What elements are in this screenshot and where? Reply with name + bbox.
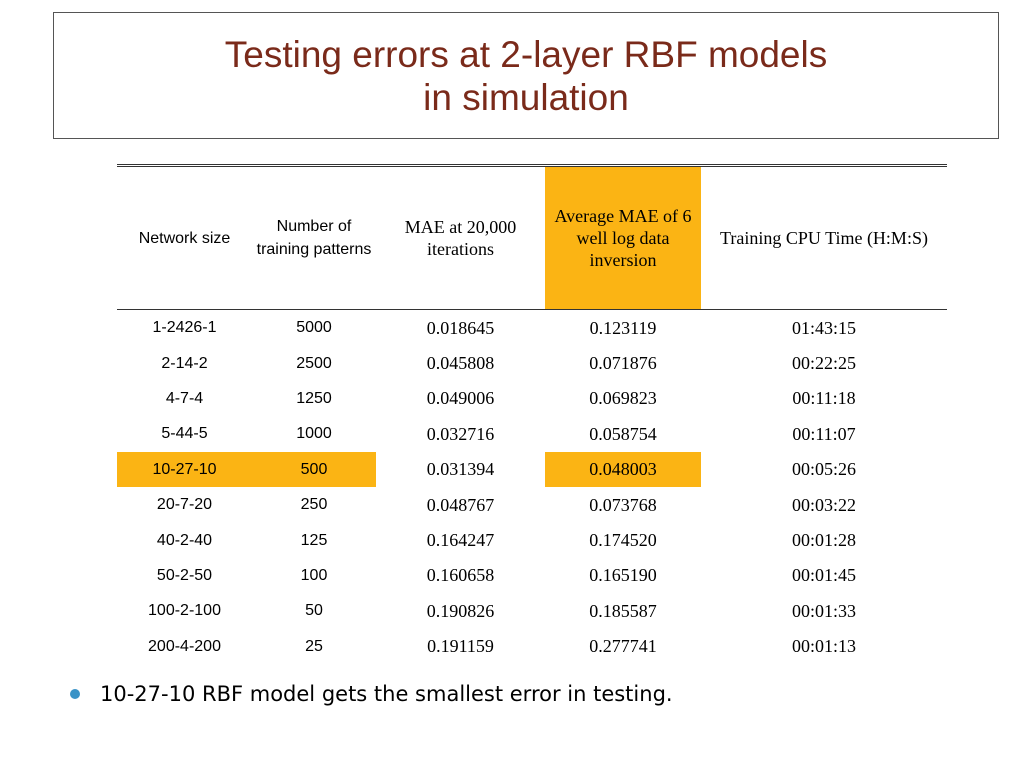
cell-average-mae: 0.277741 [589, 636, 657, 657]
cell-average-mae: 0.069823 [589, 388, 657, 409]
table-row: 1-2426-1 5000 0.018645 0.123119 01:43:15 [117, 310, 947, 346]
cell-training-patterns: 5000 [296, 319, 332, 337]
cell-training-patterns: 500 [252, 451, 376, 487]
cell-cpu-time: 00:11:07 [792, 423, 856, 444]
cell-cpu-time: 00:11:18 [792, 388, 856, 409]
cell-training-patterns: 1250 [296, 389, 332, 407]
cell-cpu-time: 00:01:13 [791, 636, 856, 657]
bullet-dot-icon [70, 689, 80, 699]
cell-average-mae: 0.185587 [589, 600, 657, 621]
cell-mae: 0.160658 [426, 565, 495, 586]
cell-cpu-time: 00:01:33 [791, 600, 856, 621]
cell-mae: 0.018645 [426, 317, 495, 338]
table-row: 40-2-40 125 0.164247 0.174520 00:01:28 [117, 522, 947, 557]
cell-average-mae: 0.073768 [589, 494, 657, 515]
cell-training-patterns: 2500 [296, 354, 332, 372]
cell-average-mae: 0.165190 [589, 565, 657, 586]
cell-training-patterns: 1000 [296, 425, 332, 443]
cell-mae: 0.031394 [426, 459, 495, 480]
cell-mae: 0.045808 [426, 353, 495, 374]
cell-cpu-time: 00:01:45 [791, 565, 856, 586]
header-network-size: Network size [117, 165, 252, 310]
header-cpu-time: Training CPU Time (H:M:S) [701, 165, 947, 310]
header-mae: MAE at 20,000 iterations [376, 165, 545, 310]
bullet-text: 10-27-10 RBF model gets the smallest err… [100, 682, 673, 706]
cell-training-patterns: 25 [305, 637, 323, 655]
cell-mae: 0.049006 [426, 388, 495, 409]
cell-network-size: 10-27-10 [117, 451, 252, 487]
cell-cpu-time: 00:03:22 [791, 494, 856, 515]
table-row: 2-14-2 2500 0.045808 0.071876 00:22:25 [117, 345, 947, 380]
cell-network-size: 1-2426-1 [152, 319, 217, 337]
cell-mae: 0.048767 [426, 494, 495, 515]
cell-network-size: 200-4-200 [148, 637, 221, 655]
cell-network-size: 40-2-40 [156, 531, 213, 549]
header-training-patterns: Number of training patterns [252, 165, 376, 310]
title-box: Testing errors at 2-layer RBF models in … [53, 12, 999, 139]
cell-cpu-time: 00:05:26 [791, 459, 856, 480]
title-line-2: in simulation [423, 76, 629, 118]
results-table: Network size Number of training patterns… [117, 164, 947, 664]
cell-mae: 0.191159 [427, 636, 494, 657]
cell-cpu-time: 00:01:28 [791, 530, 856, 551]
table-row: 100-2-100 50 0.190826 0.185587 00:01:33 [117, 593, 947, 628]
cell-average-mae: 0.071876 [589, 353, 657, 374]
cell-cpu-time: 01:43:15 [791, 317, 856, 338]
table-row: 5-44-5 1000 0.032716 0.058754 00:11:07 [117, 416, 947, 451]
cell-mae: 0.164247 [426, 530, 495, 551]
cell-network-size: 5-44-5 [161, 425, 208, 443]
table-header-row: Network size Number of training patterns… [117, 165, 947, 310]
cell-training-patterns: 100 [300, 566, 328, 584]
cell-cpu-time: 00:22:25 [791, 353, 856, 374]
table-row: 200-4-200 25 0.191159 0.277741 00:01:13 [117, 629, 947, 664]
table-row: 4-7-4 1250 0.049006 0.069823 00:11:18 [117, 381, 947, 416]
cell-training-patterns: 50 [305, 602, 323, 620]
cell-network-size: 100-2-100 [148, 602, 221, 620]
table-row-highlighted: 10-27-10 500 0.031394 0.048003 00:05:26 [117, 451, 947, 487]
slide-title: Testing errors at 2-layer RBF models in … [225, 33, 827, 119]
cell-network-size: 4-7-4 [165, 389, 204, 407]
bullet-item: 10-27-10 RBF model gets the smallest err… [70, 682, 673, 706]
cell-training-patterns: 250 [300, 496, 328, 514]
header-average-mae: Average MAE of 6 well log data inversion [545, 165, 701, 310]
title-line-1: Testing errors at 2-layer RBF models [224, 33, 828, 75]
cell-network-size: 2-14-2 [161, 354, 208, 372]
table-row: 20-7-20 250 0.048767 0.073768 00:03:22 [117, 487, 947, 522]
table-row: 50-2-50 100 0.160658 0.165190 00:01:45 [117, 558, 947, 593]
cell-mae: 0.032716 [426, 423, 495, 444]
cell-network-size: 50-2-50 [156, 566, 213, 584]
cell-average-mae: 0.058754 [589, 423, 657, 444]
cell-network-size: 20-7-20 [156, 496, 213, 514]
cell-average-mae: 0.048003 [545, 451, 701, 487]
cell-average-mae: 0.123119 [589, 317, 657, 338]
cell-average-mae: 0.174520 [589, 530, 657, 551]
cell-training-patterns: 125 [300, 531, 328, 549]
cell-mae: 0.190826 [426, 600, 495, 621]
